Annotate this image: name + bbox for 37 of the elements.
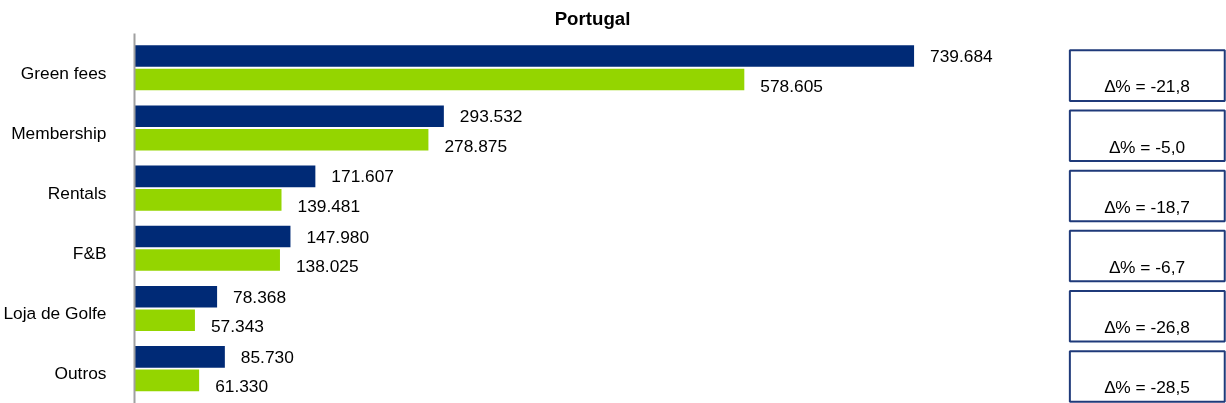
data-label: 147.980 (306, 226, 370, 247)
data-label: 78.368 (233, 286, 287, 307)
data-label: 578.605 (760, 75, 823, 96)
text: ∆% = -26,8 (1104, 317, 1190, 338)
text: ∆% = -5,0 (1109, 136, 1186, 157)
bar (134, 128, 429, 151)
text: ∆% = -18,7 (1104, 196, 1190, 217)
text: ∆% = -21,8 (1104, 76, 1190, 97)
y-tick-label: F&B (72, 243, 107, 264)
data-label: 61.330 (215, 376, 269, 397)
bar (134, 165, 316, 188)
data-label: 138.025 (295, 256, 359, 277)
data-label: 278.875 (444, 135, 508, 156)
y-tick-label: Outros (54, 363, 107, 384)
data-label: 293.532 (459, 106, 523, 127)
bar (134, 105, 444, 128)
bar (134, 45, 915, 67)
y-tick-label: Green fees (20, 62, 107, 83)
data-label: 171.607 (331, 166, 394, 187)
bar (134, 225, 291, 248)
text: ∆% = -28,5 (1104, 377, 1190, 398)
y-tick-label: Loja de Golfe (3, 303, 107, 324)
text: ∆% = -6,7 (1109, 256, 1186, 277)
bar (134, 68, 745, 91)
data-label: 139.481 (297, 195, 361, 216)
bar (134, 189, 282, 211)
bar (134, 249, 280, 271)
data-label: 85.730 (240, 346, 294, 367)
data-label: 739.684 (930, 46, 994, 67)
bar (134, 369, 200, 392)
bar (134, 309, 195, 331)
bar (134, 346, 225, 368)
data-label: 57.343 (210, 316, 264, 337)
y-tick-label: Rentals (47, 182, 107, 203)
y-tick-label: Membership (11, 122, 107, 143)
bar (134, 285, 218, 308)
chart-title: Portugal (554, 7, 631, 29)
